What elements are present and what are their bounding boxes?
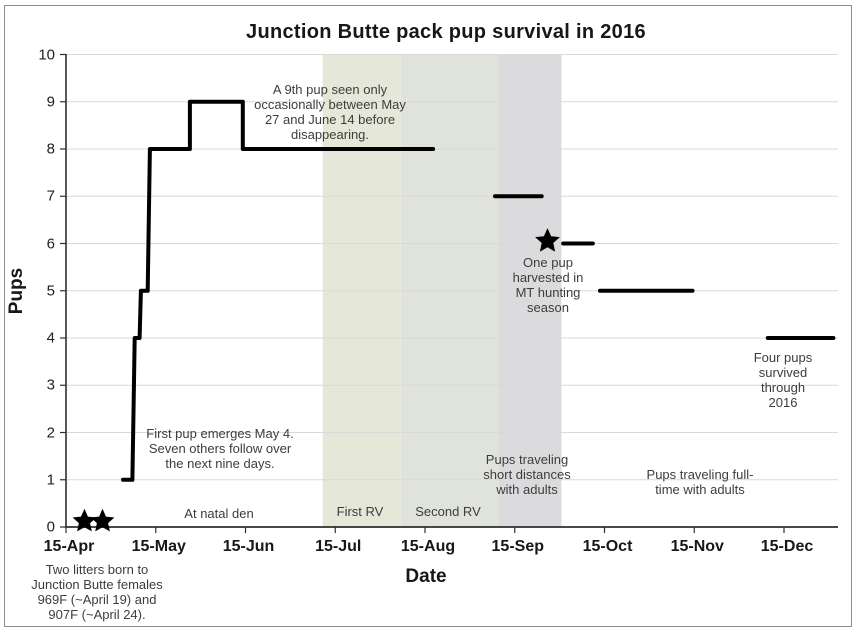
x-tick-label-15-Nov: 15-Nov <box>670 538 724 555</box>
annotation-first-pup-note: First pup emerges May 4. Seven others fo… <box>146 426 294 471</box>
annotation-natal-den-note: At natal den <box>184 506 254 521</box>
annotation-four-survived-note: Four pups survived through 2016 <box>753 350 813 410</box>
x-tick-label-15-Apr: 15-Apr <box>43 538 95 555</box>
x-tick-label-15-Aug: 15-Aug <box>400 538 456 555</box>
x-tick-label-15-Jun: 15-Jun <box>222 538 275 555</box>
harvest-star-icon <box>535 228 560 252</box>
survival-line-pup-count-rise-and-plateau <box>121 99 436 482</box>
x-tick-label-15-May: 15-May <box>131 538 186 555</box>
y-tick-label-0: 0 <box>46 518 55 536</box>
chart-title: Junction Butte pack pup survival in 2016 <box>246 21 646 43</box>
annotation-first-rv-label: First RV <box>336 504 384 519</box>
annotation-ninth-pup-note: A 9th pup seen only occasionally between… <box>254 82 406 142</box>
x-tick-label-15-Jul: 15-Jul <box>315 538 362 555</box>
y-axis-title: Pups <box>6 267 27 315</box>
litter-star-1-icon <box>72 508 97 532</box>
annotation-short-distances-note: Pups traveling short distances with adul… <box>483 452 571 497</box>
y-tick-label-1: 1 <box>46 471 55 489</box>
annotation-second-rv-label: Second RV <box>415 504 481 519</box>
y-tick-label-7: 7 <box>46 187 55 205</box>
y-tick-label-10: 10 <box>38 46 55 63</box>
y-tick-label-3: 3 <box>46 376 55 394</box>
litter-star-2-icon <box>90 508 115 532</box>
x-axis-title: Date <box>405 566 447 587</box>
y-tick-label-5: 5 <box>46 282 55 300</box>
annotation-harvest-note: One pup harvested in MT hunting season <box>512 255 584 315</box>
x-tick-label-15-Oct: 15-Oct <box>582 538 633 555</box>
y-tick-label-8: 8 <box>46 140 55 158</box>
annotation-litters-note: Two litters born to Junction Butte femal… <box>31 562 163 622</box>
x-tick-label-15-Sep: 15-Sep <box>491 538 544 555</box>
y-tick-label-2: 2 <box>46 424 55 441</box>
y-tick-label-4: 4 <box>46 329 55 347</box>
y-tick-label-6: 6 <box>46 235 55 252</box>
annotation-full-time-note: Pups traveling full- time with adults <box>646 467 754 497</box>
y-tick-label-9: 9 <box>46 93 55 111</box>
x-tick-label-15-Dec: 15-Dec <box>760 538 814 555</box>
